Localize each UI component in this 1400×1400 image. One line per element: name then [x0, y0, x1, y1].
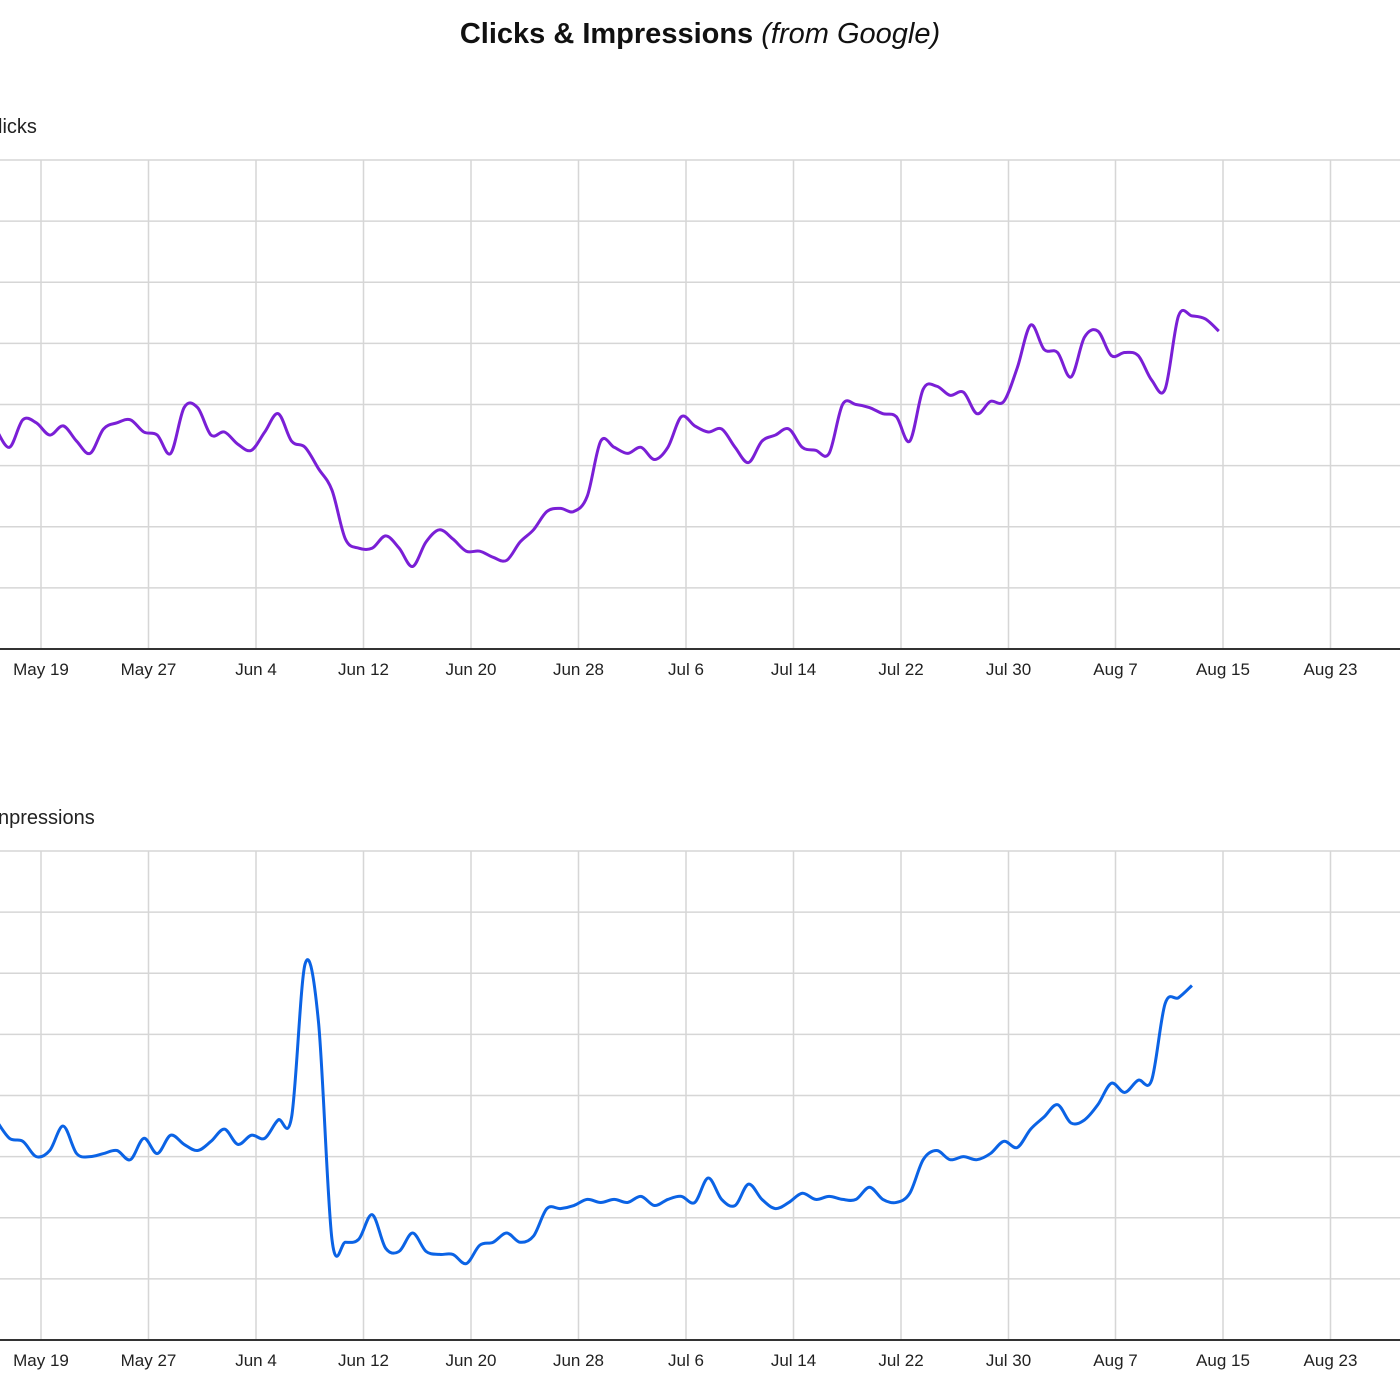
- x-tick-label: Aug 15: [1196, 660, 1250, 679]
- x-tick-label: Jun 20: [445, 1351, 496, 1370]
- x-tick-label: Aug 23: [1304, 1351, 1358, 1370]
- x-tick-label: Jun 28: [553, 1351, 604, 1370]
- x-tick-label: Jun 12: [338, 660, 389, 679]
- x-tick-label: Jul 6: [668, 1351, 704, 1370]
- x-tick-label: Jul 22: [878, 660, 923, 679]
- clicks-chart: May 19 May 27 Jun 4 Jun 12 Jun 20 Jun 28 Jul 6…: [0, 159, 1400, 679]
- chart-title-main: Clicks & Impressions: [459, 18, 754, 50]
- x-tick-label: Jul 22: [878, 1351, 923, 1370]
- x-tick-label: Jun 20: [445, 660, 496, 679]
- x-tick-label: Jun 12: [338, 1351, 389, 1370]
- chart-title: Clicks & Impressions (from Google): [0, 18, 1400, 51]
- impressions-line: [0, 958, 1193, 1266]
- x-tick-label: May 27: [121, 660, 177, 679]
- x-tick-label: Jul 14: [771, 1351, 816, 1370]
- x-tick-label: Jun 28: [553, 660, 604, 679]
- x-tick-label: Aug 7: [1093, 660, 1137, 679]
- x-tick-label: Jul 6: [668, 660, 704, 679]
- x-tick-label: Aug 7: [1093, 1351, 1137, 1370]
- x-tick-label: Aug 23: [1304, 660, 1358, 679]
- x-tick-label: Jun 4: [235, 660, 277, 679]
- x-tick-label: Aug 15: [1196, 1351, 1250, 1370]
- impressions-chart: May 19 May 27 Jun 4 Jun 12 Jun 20 Jun 28 Jul 6…: [0, 850, 1400, 1370]
- x-tick-label: Jun 4: [235, 1351, 277, 1370]
- x-tick-label: May 19: [13, 660, 69, 679]
- impressions-panel-label: npressions: [0, 807, 95, 829]
- x-tick-label: May 19: [13, 1351, 69, 1370]
- x-tick-label: May 27: [121, 1351, 177, 1370]
- chart-title-subtitle: (from Google): [761, 18, 941, 50]
- x-tick-label: Jul 30: [986, 660, 1031, 679]
- x-tick-label: Jul 30: [986, 1351, 1031, 1370]
- clicks-line: [0, 308, 1220, 568]
- clicks-panel-label: licks: [0, 116, 37, 138]
- x-tick-label: Jul 14: [771, 660, 816, 679]
